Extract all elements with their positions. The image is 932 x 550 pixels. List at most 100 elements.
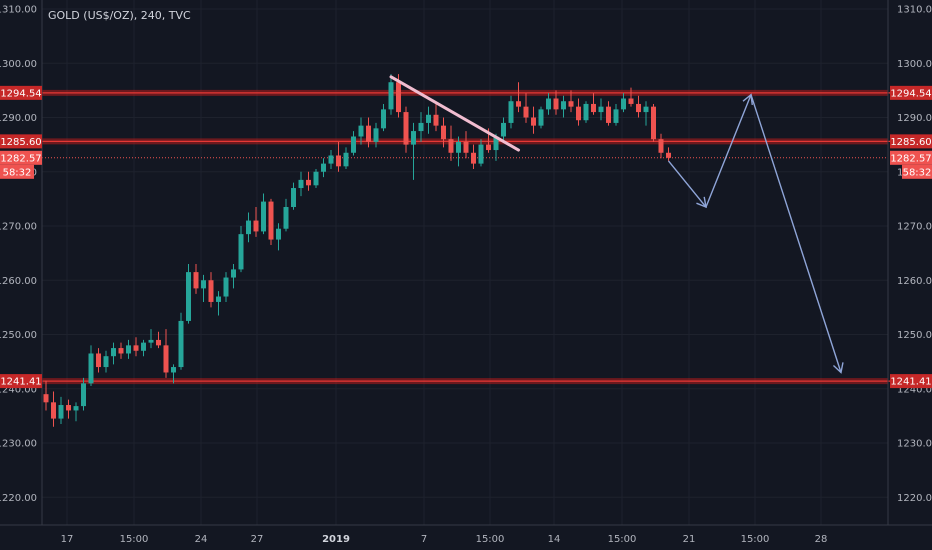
candle-body (576, 106, 581, 121)
candle-body (66, 405, 71, 411)
x-tick-label: 15:00 (120, 534, 149, 545)
level-badge-left (0, 134, 42, 149)
candle (178, 312, 184, 370)
candle (613, 103, 619, 126)
candle-body (171, 367, 176, 373)
candle-body (58, 405, 64, 419)
candle-body (591, 103, 596, 113)
candle (478, 139, 484, 167)
candle-body (156, 339, 161, 346)
candle (171, 364, 176, 384)
candle-body (478, 144, 484, 164)
candle (643, 101, 649, 126)
candle-body (201, 280, 206, 289)
candle (328, 150, 334, 170)
time-axis[interactable]: 17 15:00 24 27 2019 7 15:00 14 15:00 21 15:00 28 (61, 534, 828, 545)
candle (231, 263, 236, 289)
candle-body (298, 179, 304, 189)
candle-body (463, 141, 469, 153)
level-badge-right (890, 134, 932, 149)
candle (561, 95, 566, 118)
chart-title: GOLD (US$/OZ), 240, TVC (48, 9, 191, 22)
candle-body (508, 101, 514, 123)
candle-body (96, 353, 101, 368)
candle-body (118, 348, 124, 354)
y-tick-label-right: 1290.00 (897, 113, 932, 124)
y-tick-label-left: 1290.00 (0, 113, 37, 124)
level-badge-right-text: 1285.60 (890, 137, 931, 148)
candle (118, 342, 124, 359)
candle (141, 339, 146, 357)
candle (238, 226, 244, 273)
candle (156, 331, 161, 349)
candle-body (456, 141, 461, 153)
candle-body (501, 122, 506, 137)
projection-path (667, 94, 842, 373)
candle (583, 101, 589, 123)
candle (336, 141, 341, 172)
candle (96, 348, 101, 373)
candle (523, 93, 529, 123)
candle (276, 223, 281, 251)
level-badge-left-text: 1285.60 (0, 137, 41, 148)
candle (246, 212, 251, 243)
candle-body (666, 152, 671, 158)
x-tick-label: 14 (548, 534, 561, 545)
candle (283, 198, 289, 232)
candle (456, 136, 461, 167)
candle (163, 329, 169, 378)
candle-body (373, 128, 379, 142)
candle (651, 103, 656, 142)
x-tick-label: 28 (815, 534, 828, 545)
candle-body (276, 228, 281, 240)
candle (111, 342, 116, 365)
candle-body (51, 402, 56, 419)
candle (426, 106, 431, 134)
y-tick-label-left: 1300.00 (0, 59, 37, 70)
candle (403, 106, 409, 153)
x-tick-label: 15:00 (608, 534, 637, 545)
candle (606, 101, 611, 126)
candle (133, 337, 139, 357)
candle (43, 380, 49, 411)
candle-body (88, 353, 94, 384)
candle (81, 377, 86, 411)
candle-body (133, 345, 139, 351)
y-tick-label-right: 1270.00 (897, 222, 932, 233)
candle (553, 90, 559, 115)
candle (291, 182, 296, 210)
y-tick-label-left: 1240.00 (0, 384, 37, 395)
candle-body (396, 82, 401, 113)
candle-body (253, 220, 259, 232)
candle (448, 125, 454, 161)
candle (621, 93, 626, 113)
candle-body (351, 136, 356, 153)
level-badge-right-text: 1294.54 (890, 88, 931, 99)
candle (268, 198, 274, 245)
candle-body (471, 152, 476, 164)
candle-body (366, 125, 371, 142)
level-badge-right-text: 1241.41 (890, 377, 931, 388)
y-tick-label-left: 1230.00 (0, 439, 37, 450)
level-badge-left (0, 374, 42, 389)
candle (388, 74, 394, 115)
candle (433, 103, 439, 132)
candle (628, 87, 634, 107)
candle-body (516, 101, 521, 107)
drawing-annotations (389, 75, 844, 374)
x-tick-label: 2019 (322, 534, 350, 545)
candle-body (73, 406, 79, 411)
candle-body (43, 394, 49, 403)
candle-body (358, 125, 364, 137)
candle (538, 106, 544, 129)
x-tick-label: 15:00 (476, 534, 505, 545)
candle-body (246, 220, 251, 235)
price-badges: 1294.54 1294.54 1285.60 1285.60 1241.41 1241.… (0, 85, 932, 389)
candle-body (126, 345, 131, 354)
candle (598, 98, 604, 121)
countdown-badge-left (0, 164, 34, 179)
candle-body (231, 269, 236, 278)
projection-arrowhead-up (742, 93, 753, 106)
